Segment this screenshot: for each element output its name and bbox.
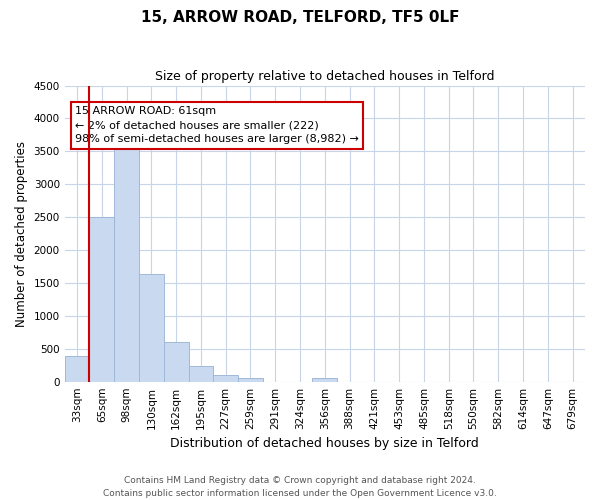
Bar [89,217,114,382]
Title: Size of property relative to detached houses in Telford: Size of property relative to detached ho… [155,70,494,83]
Text: 15 ARROW ROAD: 61sqm
← 2% of detached houses are smaller (222)
98% of semi-detac: 15 ARROW ROAD: 61sqm ← 2% of detached ho… [75,106,359,144]
Bar [114,137,139,382]
Text: Contains HM Land Registry data © Crown copyright and database right 2024.
Contai: Contains HM Land Registry data © Crown c… [103,476,497,498]
Bar [139,274,164,382]
Bar [313,378,337,382]
Y-axis label: Number of detached properties: Number of detached properties [15,140,28,326]
Bar [65,356,89,382]
X-axis label: Distribution of detached houses by size in Telford: Distribution of detached houses by size … [170,437,479,450]
Bar [214,375,238,382]
Bar [188,366,214,382]
Bar [164,342,188,382]
Bar [238,378,263,382]
Text: 15, ARROW ROAD, TELFORD, TF5 0LF: 15, ARROW ROAD, TELFORD, TF5 0LF [141,10,459,25]
